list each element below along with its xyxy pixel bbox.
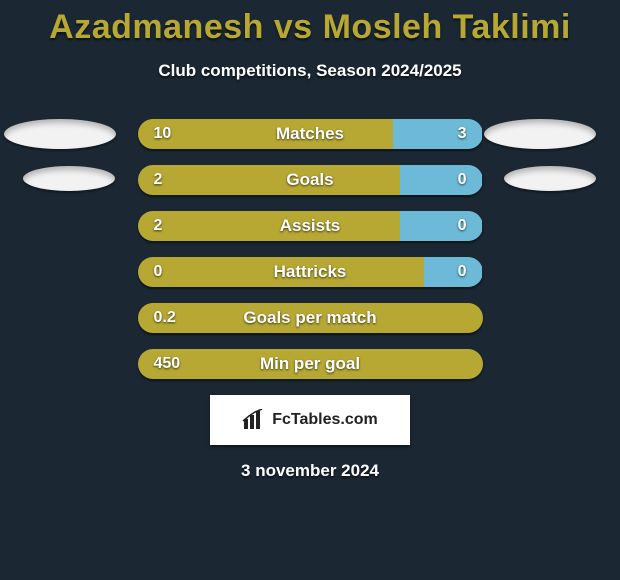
player-right-shape-2 bbox=[504, 166, 596, 191]
page-title: Azadmanesh vs Mosleh Taklimi bbox=[0, 0, 620, 47]
stat-bar-left: 2 bbox=[138, 211, 400, 241]
stat-left-value: 10 bbox=[138, 125, 186, 143]
stat-left-value: 450 bbox=[138, 355, 195, 373]
stat-bar-left: 0 bbox=[138, 257, 424, 287]
stat-bar: 450Min per goal bbox=[138, 349, 483, 379]
stat-row: 0.2Goals per match bbox=[0, 303, 620, 333]
chart-bars-icon bbox=[242, 409, 268, 431]
brand-text: FcTables.com bbox=[272, 411, 378, 429]
stat-bar-left: 0.2 bbox=[138, 303, 483, 333]
stat-row: 00Hattricks bbox=[0, 257, 620, 287]
stat-bar-right: 0 bbox=[400, 165, 483, 195]
stat-bar: 20Assists bbox=[138, 211, 483, 241]
stat-bar: 0.2Goals per match bbox=[138, 303, 483, 333]
stat-bar-left: 10 bbox=[138, 119, 393, 149]
stat-left-value: 0.2 bbox=[138, 309, 190, 327]
stat-right-value: 0 bbox=[444, 171, 483, 189]
stat-right-value: 3 bbox=[444, 125, 483, 143]
stat-left-value: 2 bbox=[138, 171, 177, 189]
stat-row: 20Assists bbox=[0, 211, 620, 241]
stat-bar-right: 0 bbox=[424, 257, 483, 287]
stat-bar: 103Matches bbox=[138, 119, 483, 149]
stat-bar-left: 2 bbox=[138, 165, 400, 195]
stat-bar: 00Hattricks bbox=[138, 257, 483, 287]
stat-right-value: 0 bbox=[444, 263, 483, 281]
stat-bar: 20Goals bbox=[138, 165, 483, 195]
stat-left-value: 2 bbox=[138, 217, 177, 235]
brand-logo[interactable]: FcTables.com bbox=[210, 395, 410, 445]
stats-container: 103Matches20Goals20Assists00Hattricks0.2… bbox=[0, 119, 620, 379]
subtitle: Club competitions, Season 2024/2025 bbox=[0, 61, 620, 81]
date-label: 3 november 2024 bbox=[0, 461, 620, 481]
player-left-shape-1 bbox=[4, 119, 116, 149]
stat-right-value: 0 bbox=[444, 217, 483, 235]
stat-row: 450Min per goal bbox=[0, 349, 620, 379]
player-right-shape-1 bbox=[484, 119, 596, 149]
stat-bar-right: 0 bbox=[400, 211, 483, 241]
player-left-shape-2 bbox=[23, 166, 115, 191]
stat-bar-left: 450 bbox=[138, 349, 483, 379]
stat-left-value: 0 bbox=[138, 263, 177, 281]
stat-bar-right: 3 bbox=[393, 119, 483, 149]
